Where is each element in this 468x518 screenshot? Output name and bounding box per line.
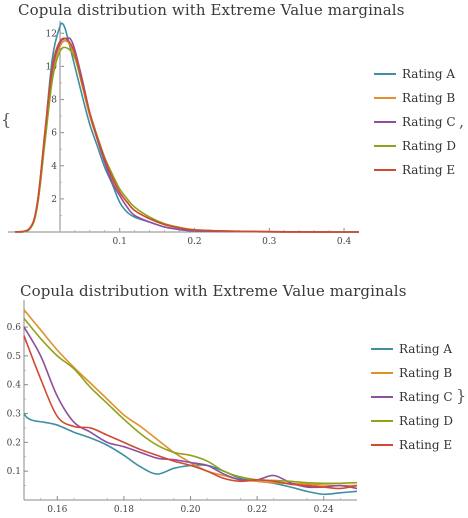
- chart-bottom: Copula distribution with Extreme Value m…: [0, 278, 468, 518]
- legend-label-rating-a: Rating A: [402, 67, 455, 81]
- series-line-rating-d: [23, 317, 358, 485]
- x-tick-label: 0.24: [314, 505, 334, 515]
- y-tick-label: 0.5: [7, 352, 22, 362]
- x-tick-label: 0.1: [113, 237, 127, 247]
- legend-label-rating-b: Rating B: [402, 91, 455, 105]
- series-line-rating-a: [23, 413, 358, 496]
- chart-title: Copula distribution with Extreme Value m…: [20, 282, 407, 300]
- comma: ,: [459, 112, 465, 131]
- chart-title: Copula distribution with Extreme Value m…: [18, 1, 405, 19]
- y-tick-label: 0.2: [7, 438, 21, 448]
- series-line-rating-b: [23, 309, 358, 487]
- y-tick-label: 12: [46, 29, 57, 39]
- legend-label-rating-b: Rating B: [399, 366, 452, 380]
- y-tick-label: 0.3: [7, 410, 22, 420]
- x-tick-label: 0.16: [47, 505, 67, 515]
- y-tick-label: 4: [51, 162, 57, 172]
- series-line-rating-e: [23, 335, 358, 490]
- series-line-rating-a: [14, 22, 359, 233]
- y-tick-label: 6: [51, 129, 57, 139]
- legend-label-rating-a: Rating A: [399, 342, 452, 356]
- x-tick-label: 0.3: [262, 237, 277, 247]
- x-tick-label: 0.20: [180, 505, 200, 515]
- series-line-rating-e: [14, 37, 360, 233]
- legend-label-rating-d: Rating D: [402, 139, 456, 153]
- legend-label-rating-e: Rating E: [399, 438, 452, 452]
- chart-bottom-svg: 0.16 0.18 0.20 0.22 0.24 0.1 0.2 0.3 0.4 0.5 0.6 Ra…: [7, 300, 453, 515]
- legend-label-rating-e: Rating E: [402, 163, 455, 177]
- y-tick-label: 2: [51, 195, 57, 205]
- y-tick-label: 0.4: [7, 381, 22, 391]
- series-line-rating-b: [14, 40, 360, 233]
- right-brace: }: [456, 386, 467, 405]
- x-tick-label: 0.22: [247, 505, 267, 515]
- legend-label-rating-c: Rating C: [402, 115, 456, 129]
- legend-label-rating-d: Rating D: [399, 414, 453, 428]
- y-tick-label: 8: [51, 96, 57, 106]
- left-brace: {: [1, 110, 12, 129]
- y-tick-label: 0.6: [7, 323, 22, 333]
- chart-top: Copula distribution with Extreme Value m…: [0, 0, 468, 250]
- x-tick-label: 0.2: [187, 237, 201, 247]
- series-line-rating-c: [14, 37, 359, 233]
- legend-label-rating-c: Rating C: [399, 390, 453, 404]
- x-tick-label: 0.4: [337, 237, 352, 247]
- y-tick-label: 0.1: [7, 467, 21, 477]
- series-line-rating-c: [23, 326, 358, 490]
- series-line-rating-d: [14, 46, 360, 233]
- x-tick-label: 0.18: [114, 505, 134, 515]
